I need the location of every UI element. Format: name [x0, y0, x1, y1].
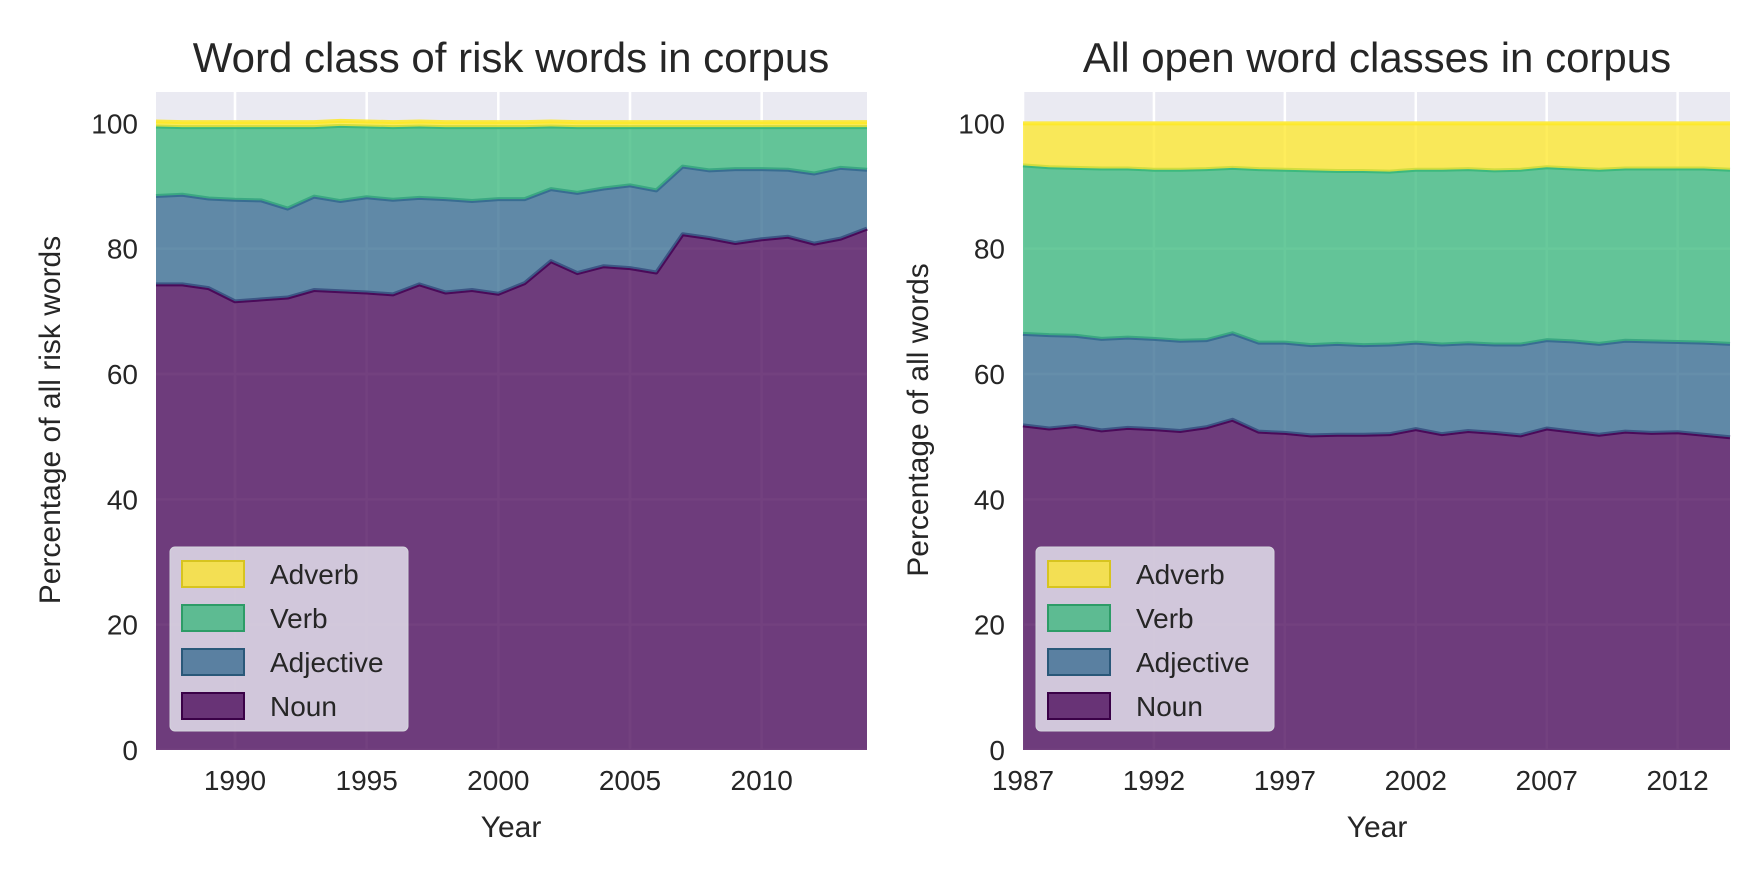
- chart-title: All open word classes in corpus: [1083, 34, 1671, 81]
- area-adjective: [1023, 333, 1730, 438]
- legend: Adverb Verb Adjective Noun: [169, 546, 409, 732]
- legend-swatch-adjective: [181, 648, 245, 676]
- legend-label-adjective: Adjective: [1136, 647, 1250, 678]
- legend: Adverb Verb Adjective Noun: [1035, 546, 1275, 732]
- x-tick-label: 1990: [204, 765, 266, 796]
- legend-label-verb: Verb: [1136, 603, 1194, 634]
- y-tick-label: 80: [974, 234, 1005, 265]
- area-verb: [1023, 165, 1730, 346]
- x-tick-label: 2012: [1646, 765, 1708, 796]
- y-tick-label: 20: [974, 610, 1005, 641]
- chart-risk-words: Word class of risk words in corpus 1990 1…: [34, 34, 868, 844]
- legend-swatch-noun: [1047, 692, 1111, 720]
- y-tick-label: 80: [107, 234, 138, 265]
- y-tick-label: 40: [107, 484, 138, 515]
- legend-label-adjective: Adjective: [270, 647, 384, 678]
- x-tick-label: 2010: [731, 765, 793, 796]
- y-tick-label: 0: [122, 735, 138, 766]
- x-tick-label: 2000: [467, 765, 529, 796]
- y-tick-label: 100: [91, 108, 138, 139]
- x-axis-label: Year: [1347, 811, 1408, 844]
- series-line-adverb: [155, 118, 867, 125]
- x-tick-label: 1987: [992, 765, 1054, 796]
- area-verb: [156, 125, 867, 209]
- y-tick-label: 100: [958, 108, 1005, 139]
- y-ticks: 0 20 40 60 80 100: [91, 108, 138, 766]
- x-tick-label: 1995: [336, 765, 398, 796]
- legend-swatch-noun: [181, 692, 245, 720]
- y-tick-label: 60: [107, 359, 138, 390]
- legend-swatch-verb: [181, 604, 245, 632]
- y-tick-label: 0: [989, 735, 1005, 766]
- legend-label-verb: Verb: [270, 603, 328, 634]
- x-ticks: 1987 1992 1997 2002 2007 2012: [992, 765, 1709, 796]
- legend-label-adverb: Adverb: [270, 559, 359, 590]
- chart-title: Word class of risk words in corpus: [193, 34, 829, 81]
- legend-label-adverb: Adverb: [1136, 559, 1225, 590]
- area-adverb: [1023, 123, 1730, 172]
- legend-box: [1035, 546, 1275, 732]
- x-ticks: 1990 1995 2000 2005 2010: [204, 765, 793, 796]
- x-tick-label: 2005: [599, 765, 661, 796]
- legend-box: [169, 546, 409, 732]
- legend-swatch-adverb: [1047, 560, 1111, 588]
- x-tick-label: 1992: [1123, 765, 1185, 796]
- y-tick-label: 40: [974, 484, 1005, 515]
- x-axis-label: Year: [481, 811, 542, 844]
- legend-swatch-verb: [1047, 604, 1111, 632]
- y-tick-label: 20: [107, 610, 138, 641]
- x-tick-label: 1997: [1254, 765, 1316, 796]
- y-axis-label: Percentage of all risk words: [34, 236, 67, 605]
- chart-open-word-classes: All open word classes in corpus 1987 1992…: [902, 34, 1731, 844]
- x-tick-label: 2007: [1516, 765, 1578, 796]
- y-tick-label: 60: [974, 359, 1005, 390]
- legend-swatch-adverb: [181, 560, 245, 588]
- legend-label-noun: Noun: [270, 691, 337, 722]
- legend-label-noun: Noun: [1136, 691, 1203, 722]
- y-ticks: 0 20 40 60 80 100: [958, 108, 1005, 766]
- y-axis-label: Percentage of all words: [902, 263, 935, 577]
- x-tick-label: 2002: [1385, 765, 1447, 796]
- legend-swatch-adjective: [1047, 648, 1111, 676]
